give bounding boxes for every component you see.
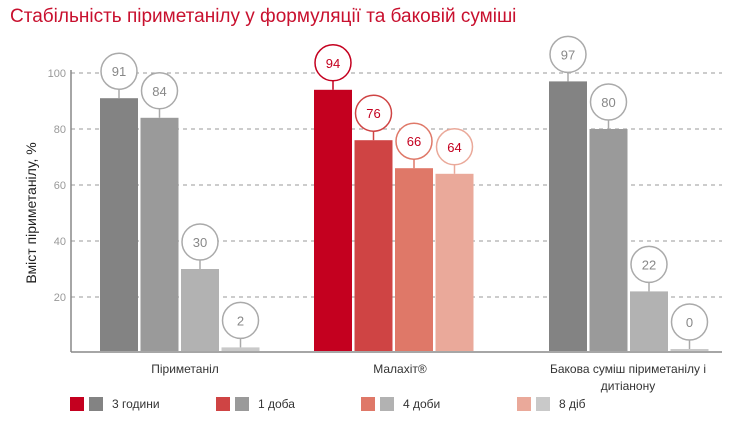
data-label: 22 xyxy=(642,257,656,272)
legend-label: 4 доби xyxy=(403,397,441,411)
data-label-circle xyxy=(100,52,138,90)
data-label-circle xyxy=(670,303,709,341)
y-tick-label: 60 xyxy=(54,180,66,192)
bar xyxy=(221,347,260,351)
bar xyxy=(630,291,668,351)
data-label-circle xyxy=(221,301,260,340)
y-tick-label: 40 xyxy=(54,236,66,248)
y-axis-label: Вміст піриметанілу, % xyxy=(23,142,39,283)
category-label-2: Бакова суміш піриметанілу і дитіанону xyxy=(550,362,706,393)
legend-swatch-grey xyxy=(536,397,550,411)
category-label-0: Піриметаніл xyxy=(151,362,219,376)
bar xyxy=(140,117,179,351)
y-tick-label: 20 xyxy=(54,292,66,304)
data-label: 64 xyxy=(447,140,461,155)
data-label: 30 xyxy=(193,235,207,250)
bar xyxy=(435,173,474,351)
legend-swatch-red xyxy=(517,397,531,411)
legend-swatch-red xyxy=(361,397,375,411)
legend-swatch-red xyxy=(216,397,230,411)
legend-item-3: 8 діб xyxy=(517,397,586,411)
bar xyxy=(181,269,219,351)
data-label: 84 xyxy=(152,84,166,99)
data-label: 0 xyxy=(686,315,693,330)
category-label-1: Малахіт® xyxy=(373,362,427,376)
bar xyxy=(354,140,393,351)
bar xyxy=(395,168,433,351)
legend-swatch-red xyxy=(70,397,84,411)
bar xyxy=(670,349,709,351)
data-label-circle xyxy=(181,223,219,261)
chart-title: Стабільність піриметанілу у формуляції т… xyxy=(10,6,517,27)
data-label: 94 xyxy=(326,56,340,71)
data-label: 76 xyxy=(366,106,380,121)
bar xyxy=(549,81,587,352)
data-label-circle xyxy=(589,83,628,121)
bar xyxy=(589,129,628,351)
y-tick-label: 100 xyxy=(48,68,66,80)
legend-swatch-grey xyxy=(380,397,394,411)
data-label-circle xyxy=(435,128,474,166)
bar xyxy=(100,98,138,351)
data-label: 91 xyxy=(112,64,126,79)
legend-item-0: 3 години xyxy=(70,397,160,411)
data-label-circle xyxy=(395,122,433,160)
data-label-circle xyxy=(140,72,179,110)
legend-label: 1 доба xyxy=(258,397,295,411)
data-label: 2 xyxy=(237,313,244,328)
legend-label: 8 діб xyxy=(559,397,586,411)
data-label-circle xyxy=(354,94,393,132)
data-label: 97 xyxy=(561,47,575,62)
bar xyxy=(314,89,352,352)
legend-swatch-grey xyxy=(89,397,103,411)
data-label: 80 xyxy=(601,95,615,110)
legend-item-2: 4 доби xyxy=(361,397,440,411)
data-label: 66 xyxy=(407,134,421,149)
legend-swatch-grey xyxy=(235,397,249,411)
y-tick-label: 80 xyxy=(54,124,66,136)
legend-label: 3 години xyxy=(112,397,160,411)
data-label-circle xyxy=(314,44,352,82)
data-label-circle xyxy=(630,245,668,284)
data-label-circle xyxy=(549,35,587,74)
legend-item-1: 1 доба xyxy=(216,397,295,411)
